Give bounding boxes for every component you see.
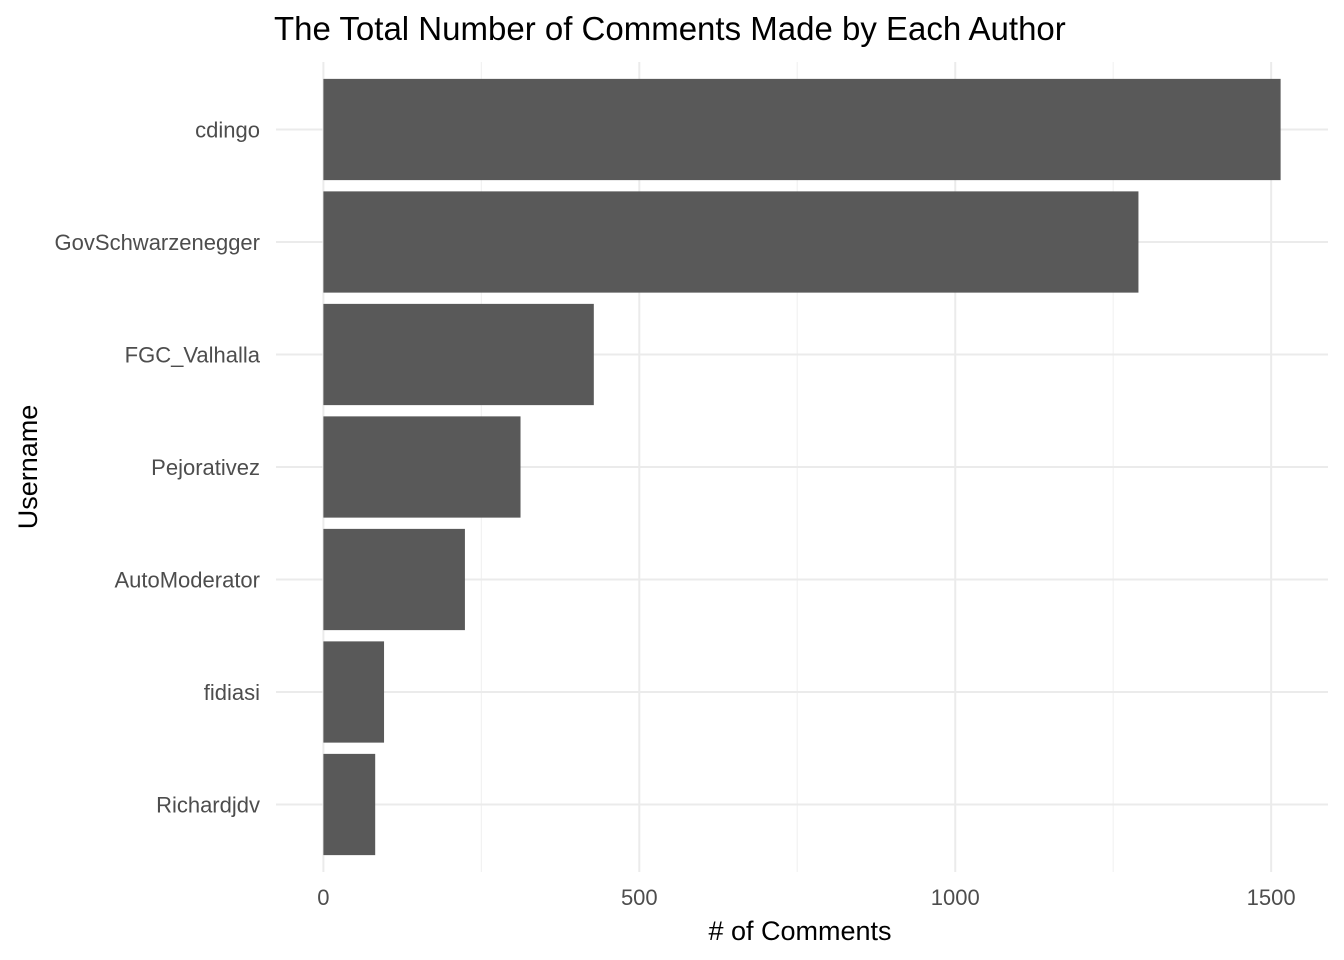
- chart-title: The Total Number of Comments Made by Eac…: [274, 10, 1066, 47]
- bar-GovSchwarzenegger: [323, 191, 1139, 293]
- bar-Pejorativez: [323, 416, 521, 518]
- x-tick-label: 1000: [931, 885, 980, 910]
- y-tick-label: cdingo: [195, 118, 260, 143]
- bar-AutoModerator: [323, 528, 465, 631]
- x-tick-label: 0: [317, 885, 329, 910]
- y-axis-title: Username: [13, 405, 43, 530]
- bar-FGC_Valhalla: [323, 303, 594, 406]
- bars: [323, 78, 1281, 856]
- bar-cdingo: [323, 78, 1281, 181]
- x-axis-title: # of Comments: [708, 916, 891, 946]
- x-tick-label: 500: [621, 885, 658, 910]
- y-tick-label: Richardjdv: [156, 793, 260, 818]
- x-axis-ticks: 0 500 1000 1500: [317, 885, 1295, 910]
- y-tick-label: AutoModerator: [114, 568, 260, 593]
- x-tick-label: 1500: [1247, 885, 1296, 910]
- y-axis-ticks: cdingo GovSchwarzenegger FGC_Valhalla Pejor…: [55, 118, 261, 818]
- y-tick-label: FGC_Valhalla: [125, 343, 261, 368]
- bar-fidiasi: [323, 641, 385, 743]
- y-tick-label: Pejorativez: [151, 455, 260, 480]
- bar-Richardjdv: [323, 753, 376, 856]
- y-tick-label: GovSchwarzenegger: [55, 230, 260, 255]
- y-tick-label: fidiasi: [204, 680, 260, 705]
